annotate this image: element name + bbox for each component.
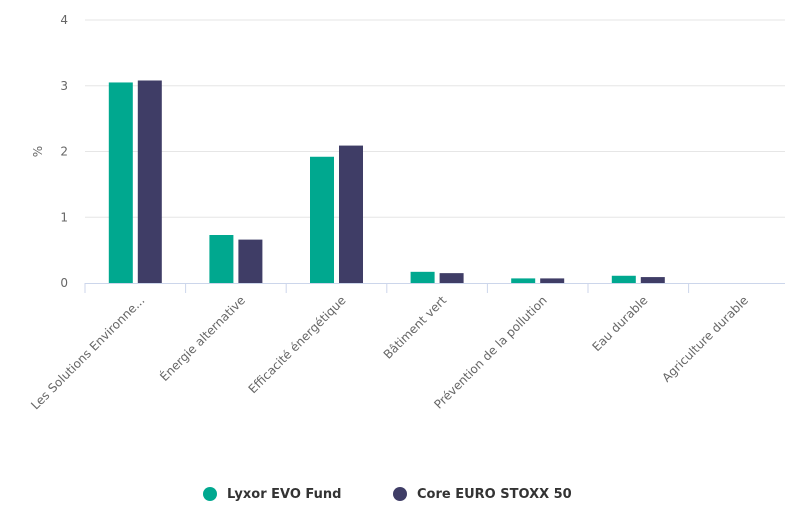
legend-swatch bbox=[393, 487, 407, 501]
x-category-label: Agriculture durable bbox=[659, 293, 751, 385]
y-axis-title: % bbox=[31, 146, 45, 157]
legend-label: Core EURO STOXX 50 bbox=[417, 487, 572, 502]
y-tick-label: 4 bbox=[60, 13, 68, 27]
x-category-label: Les Solutions Environne... bbox=[28, 293, 147, 412]
x-category-label: Prévention de la pollution bbox=[431, 293, 549, 411]
bar[interactable] bbox=[238, 239, 263, 283]
bar[interactable] bbox=[108, 82, 133, 284]
y-tick-label: 2 bbox=[60, 145, 68, 159]
y-tick-label: 3 bbox=[60, 79, 68, 93]
x-axis-labels: Les Solutions Environne... Énergie altern… bbox=[28, 293, 751, 413]
legend-swatch bbox=[203, 487, 217, 501]
bar[interactable] bbox=[611, 275, 636, 283]
bar[interactable] bbox=[209, 235, 234, 283]
x-category-label: Eau durable bbox=[589, 293, 650, 354]
legend-item[interactable]: Core EURO STOXX 50 bbox=[393, 487, 572, 502]
y-tick-label: 0 bbox=[60, 276, 68, 290]
y-axis-ticks: 0 1 2 3 4 bbox=[60, 13, 68, 290]
bar[interactable] bbox=[511, 278, 536, 283]
x-category-label: Efficacité énergétique bbox=[246, 293, 349, 396]
bar[interactable] bbox=[310, 156, 334, 283]
bar[interactable] bbox=[137, 80, 162, 284]
grid-lines bbox=[85, 19, 785, 218]
bar[interactable] bbox=[640, 277, 665, 283]
legend[interactable]: Lyxor EVO Fund Core EURO STOXX 50 bbox=[203, 487, 572, 502]
bar[interactable] bbox=[540, 278, 565, 283]
bar[interactable] bbox=[410, 271, 435, 283]
x-category-label: Bâtiment vert bbox=[381, 293, 450, 362]
x-axis bbox=[84, 283, 785, 293]
y-tick-label: 1 bbox=[60, 210, 68, 224]
x-category-label: Énergie alternative bbox=[157, 293, 249, 385]
legend-label: Lyxor EVO Fund bbox=[227, 487, 341, 502]
bar[interactable] bbox=[339, 145, 363, 283]
legend-item[interactable]: Lyxor EVO Fund bbox=[203, 487, 341, 502]
bar[interactable] bbox=[439, 273, 464, 283]
bars bbox=[108, 80, 665, 284]
